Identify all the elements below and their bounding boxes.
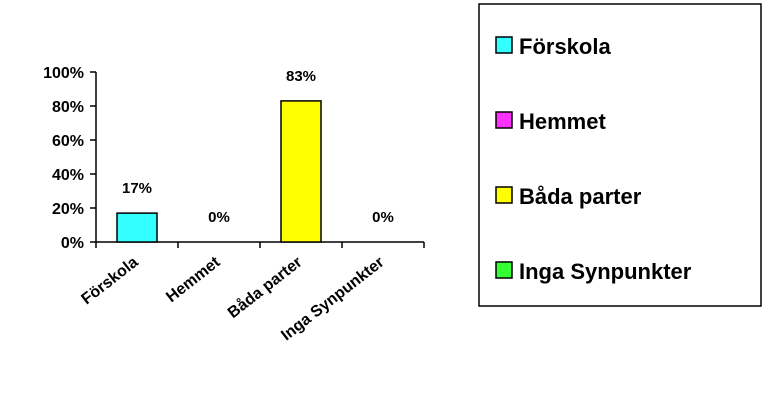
y-tick-label: 80% [52, 99, 84, 116]
legend-swatch [495, 36, 513, 54]
y-tick-label: 20% [52, 201, 84, 218]
legend-box [478, 3, 762, 307]
category-label: Hemmet [163, 253, 224, 306]
category-label: Förskola [78, 254, 141, 309]
bar [116, 212, 158, 243]
data-label: 0% [208, 209, 230, 226]
legend-label: Förskola [519, 34, 611, 59]
data-label: 17% [122, 180, 152, 197]
legend: Förskola Hemmet Båda parter Inga Synpunkter [495, 34, 692, 284]
legend-swatch [495, 261, 513, 279]
y-tick-label: 100% [43, 65, 84, 82]
data-label: 0% [372, 209, 394, 226]
y-tick-label: 40% [52, 167, 84, 184]
legend-label: Inga Synpunkter [519, 259, 692, 284]
bar [280, 100, 322, 243]
legend-swatch [495, 186, 513, 204]
y-tick-label: 60% [52, 133, 84, 150]
legend-label: Hemmet [519, 109, 606, 134]
y-tick-label: 0% [61, 235, 84, 252]
plot-area: 0% 20% 40% 60% 80% 100% 17% Förskola 0% Hemmet 83%… [43, 65, 425, 344]
category-label: Båda parter [224, 253, 305, 322]
data-label: 83% [286, 68, 316, 85]
legend-label: Båda parter [519, 184, 642, 209]
legend-swatch [495, 111, 513, 129]
